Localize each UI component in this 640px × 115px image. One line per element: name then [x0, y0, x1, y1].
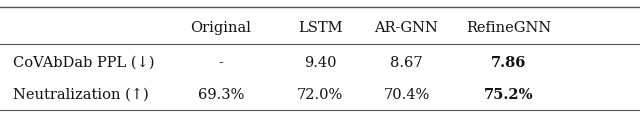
Text: 7.86: 7.86	[491, 55, 527, 69]
Text: Original: Original	[190, 21, 252, 34]
Text: RefineGNN: RefineGNN	[466, 21, 552, 34]
Text: 70.4%: 70.4%	[383, 87, 429, 101]
Text: 9.40: 9.40	[304, 55, 336, 69]
Text: 8.67: 8.67	[390, 55, 422, 69]
Text: CoVAbDab PPL (↓): CoVAbDab PPL (↓)	[13, 55, 154, 69]
Text: Neutralization (↑): Neutralization (↑)	[13, 87, 148, 101]
Text: -: -	[218, 55, 223, 69]
Text: LSTM: LSTM	[298, 21, 342, 34]
Text: 75.2%: 75.2%	[484, 87, 534, 101]
Text: AR-GNN: AR-GNN	[374, 21, 438, 34]
Text: 69.3%: 69.3%	[198, 87, 244, 101]
Text: 72.0%: 72.0%	[297, 87, 343, 101]
